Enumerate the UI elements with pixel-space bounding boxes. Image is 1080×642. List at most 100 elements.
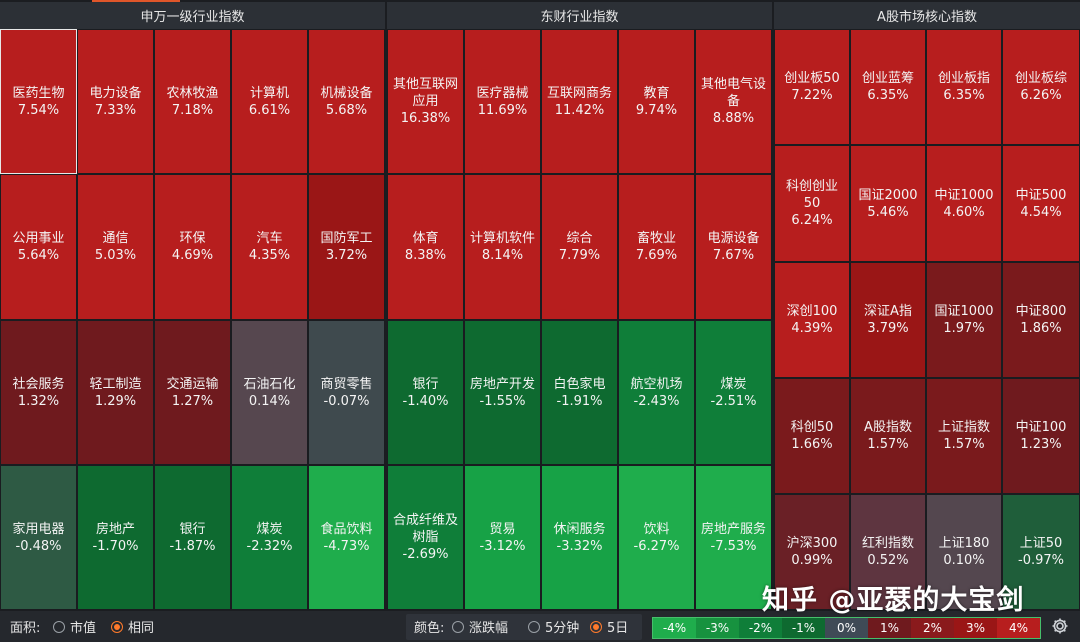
cell-percent: 1.23% (1020, 437, 1062, 452)
treemap-cell[interactable]: 创业板综 6.26% (1002, 29, 1080, 145)
cell-name: 饮料 (643, 521, 670, 537)
cell-name: 房地产服务 (700, 521, 766, 537)
cell-percent: 0.14% (248, 393, 291, 409)
cell-percent: 9.74% (635, 102, 678, 118)
cell-percent: 5.03% (94, 248, 137, 263)
treemap-cell[interactable]: 红利指数 0.52% (850, 494, 926, 610)
treemap-cell[interactable]: 沪深300 0.99% (774, 494, 850, 610)
radio-checked-icon (111, 620, 123, 633)
treemap-cell[interactable]: 其他电气设备 8.88% (695, 29, 772, 174)
treemap-cell[interactable]: 轻工制造 1.29% (77, 320, 154, 465)
treemap-cell[interactable]: A股指数 1.57% (850, 378, 926, 494)
treemap-cell[interactable]: 中证800 1.86% (1002, 262, 1080, 378)
treemap-cell[interactable]: 深证A指 3.79% (850, 262, 926, 378)
cell-name: 红利指数 (861, 536, 914, 551)
treemap-cell[interactable]: 社会服务 1.32% (0, 320, 77, 465)
treemap-cell[interactable]: 航空机场 -2.43% (618, 320, 695, 465)
treemap-cell[interactable]: 农林牧渔 7.18% (154, 29, 231, 174)
treemap-cell[interactable]: 体育 8.38% (387, 174, 464, 320)
treemap-cell[interactable]: 煤炭 -2.32% (231, 465, 308, 610)
treemap-cell[interactable]: 贸易 -3.12% (464, 465, 541, 610)
treemap-cell[interactable]: 电力设备 7.33% (77, 29, 154, 174)
treemap-cell[interactable]: 科创创业50 6.24% (774, 145, 850, 262)
treemap-cell[interactable]: 科创50 1.66% (774, 378, 850, 494)
cell-name: 中证500 (1015, 187, 1067, 203)
cell-percent: -4.73% (323, 538, 370, 554)
panel-a-share-core-index: A股市场核心指数 创业板50 7.22% 创业蓝筹 6.35% 创业板指 6.35% 创业板… (774, 2, 1080, 610)
treemap-cell[interactable]: 机械设备 5.68% (308, 29, 385, 174)
treemap-cell[interactable]: 房地产 -1.70% (77, 465, 154, 610)
cell-name: 国防军工 (320, 231, 373, 246)
treemap-cell[interactable]: 合成纤维及树脂 -2.69% (387, 465, 464, 610)
cell-name: 白色家电 (553, 376, 606, 392)
treemap-cell[interactable]: 中证100 1.23% (1002, 378, 1080, 494)
treemap-cell[interactable]: 中证500 4.54% (1002, 145, 1080, 262)
cell-percent: 1.66% (791, 437, 833, 452)
treemap-cell[interactable]: 休闲服务 -3.32% (541, 465, 618, 610)
cell-percent: -6.27% (633, 538, 680, 554)
treemap-cell[interactable]: 煤炭 -2.51% (695, 320, 772, 465)
treemap-cell[interactable]: 深创100 4.39% (774, 262, 850, 378)
treemap-cell[interactable]: 上证180 0.10% (926, 494, 1002, 610)
treemap-cell[interactable]: 白色家电 -1.91% (541, 320, 618, 465)
radio-checked-icon (590, 620, 602, 633)
active-tab-indicator (92, 0, 180, 2)
legend-swatch: 0% (825, 618, 868, 638)
treemap-cell[interactable]: 互联网商务 11.42% (541, 29, 618, 174)
area-label: 面积: (10, 621, 41, 636)
treemap-cell[interactable]: 房地产开发 -1.55% (464, 320, 541, 465)
treemap-cell[interactable]: 公用事业 5.64% (0, 174, 77, 320)
treemap-cell[interactable]: 中证1000 4.60% (926, 145, 1002, 262)
color-option-5day[interactable]: 5日 (590, 611, 628, 642)
treemap-cell[interactable]: 计算机 6.61% (231, 29, 308, 174)
treemap-cell[interactable]: 商贸零售 -0.07% (308, 320, 385, 465)
treemap-cell[interactable]: 国防军工 3.72% (308, 174, 385, 320)
treemap-cell[interactable]: 综合 7.79% (541, 174, 618, 320)
treemap-cell[interactable]: 汽车 4.35% (231, 174, 308, 320)
area-option-label: 相同 (128, 621, 155, 636)
treemap-cell[interactable]: 上证指数 1.57% (926, 378, 1002, 494)
treemap-cell[interactable]: 食品饮料 -4.73% (308, 465, 385, 610)
treemap-cell[interactable]: 国证1000 1.97% (926, 262, 1002, 378)
treemap-cell[interactable]: 医疗器械 11.69% (464, 29, 541, 174)
cell-name: 环保 (179, 231, 206, 246)
treemap-cell[interactable]: 房地产服务 -7.53% (695, 465, 772, 610)
treemap-cell[interactable]: 环保 4.69% (154, 174, 231, 320)
treemap-cell[interactable]: 石油石化 0.14% (231, 320, 308, 465)
cell-name: 体育 (412, 231, 439, 246)
treemap-cell[interactable]: 创业蓝筹 6.35% (850, 29, 926, 145)
cell-percent: 0.52% (867, 553, 909, 568)
cell-percent: 4.35% (248, 248, 291, 263)
color-option-5min[interactable]: 5分钟 (528, 611, 579, 642)
treemap-cell[interactable]: 通信 5.03% (77, 174, 154, 320)
gear-icon[interactable] (1050, 616, 1070, 636)
treemap-cell[interactable]: 银行 -1.87% (154, 465, 231, 610)
treemap-cell[interactable]: 创业板指 6.35% (926, 29, 1002, 145)
cell-name: 煤炭 (720, 376, 747, 392)
cell-percent: 16.38% (400, 111, 451, 126)
treemap-cell[interactable]: 饮料 -6.27% (618, 465, 695, 610)
treemap-cell[interactable]: 计算机软件 8.14% (464, 174, 541, 320)
radio-icon (528, 620, 540, 633)
cell-percent: 7.33% (94, 102, 137, 118)
treemap-cell[interactable]: 银行 -1.40% (387, 320, 464, 465)
color-option-change[interactable]: 涨跌幅 (452, 611, 508, 642)
treemap-cell[interactable]: 国证2000 5.46% (850, 145, 926, 262)
treemap-cell[interactable]: 其他互联网应用 16.38% (387, 29, 464, 174)
treemap-cell[interactable]: 畜牧业 7.69% (618, 174, 695, 320)
cell-name: 通信 (102, 231, 129, 246)
treemap-cell[interactable]: 医药生物 7.54% (0, 29, 77, 174)
treemap-cell[interactable]: 家用电器 -0.48% (0, 465, 77, 610)
treemap-cell[interactable]: 交通运输 1.27% (154, 320, 231, 465)
treemap-cell[interactable]: 上证50 -0.97% (1002, 494, 1080, 610)
treemap-cell[interactable]: 创业板50 7.22% (774, 29, 850, 145)
treemap-cell[interactable]: 教育 9.74% (618, 29, 695, 174)
cell-name: 机械设备 (320, 85, 373, 101)
cell-name: 国证2000 (858, 187, 918, 203)
area-option-market-cap[interactable]: 市值 (53, 611, 96, 642)
cell-name: 航空机场 (630, 376, 683, 392)
cell-name: 中证100 (1015, 420, 1067, 435)
cell-percent: -2.32% (246, 538, 293, 554)
treemap-cell[interactable]: 电源设备 7.67% (695, 174, 772, 320)
area-option-equal[interactable]: 相同 (111, 611, 154, 642)
